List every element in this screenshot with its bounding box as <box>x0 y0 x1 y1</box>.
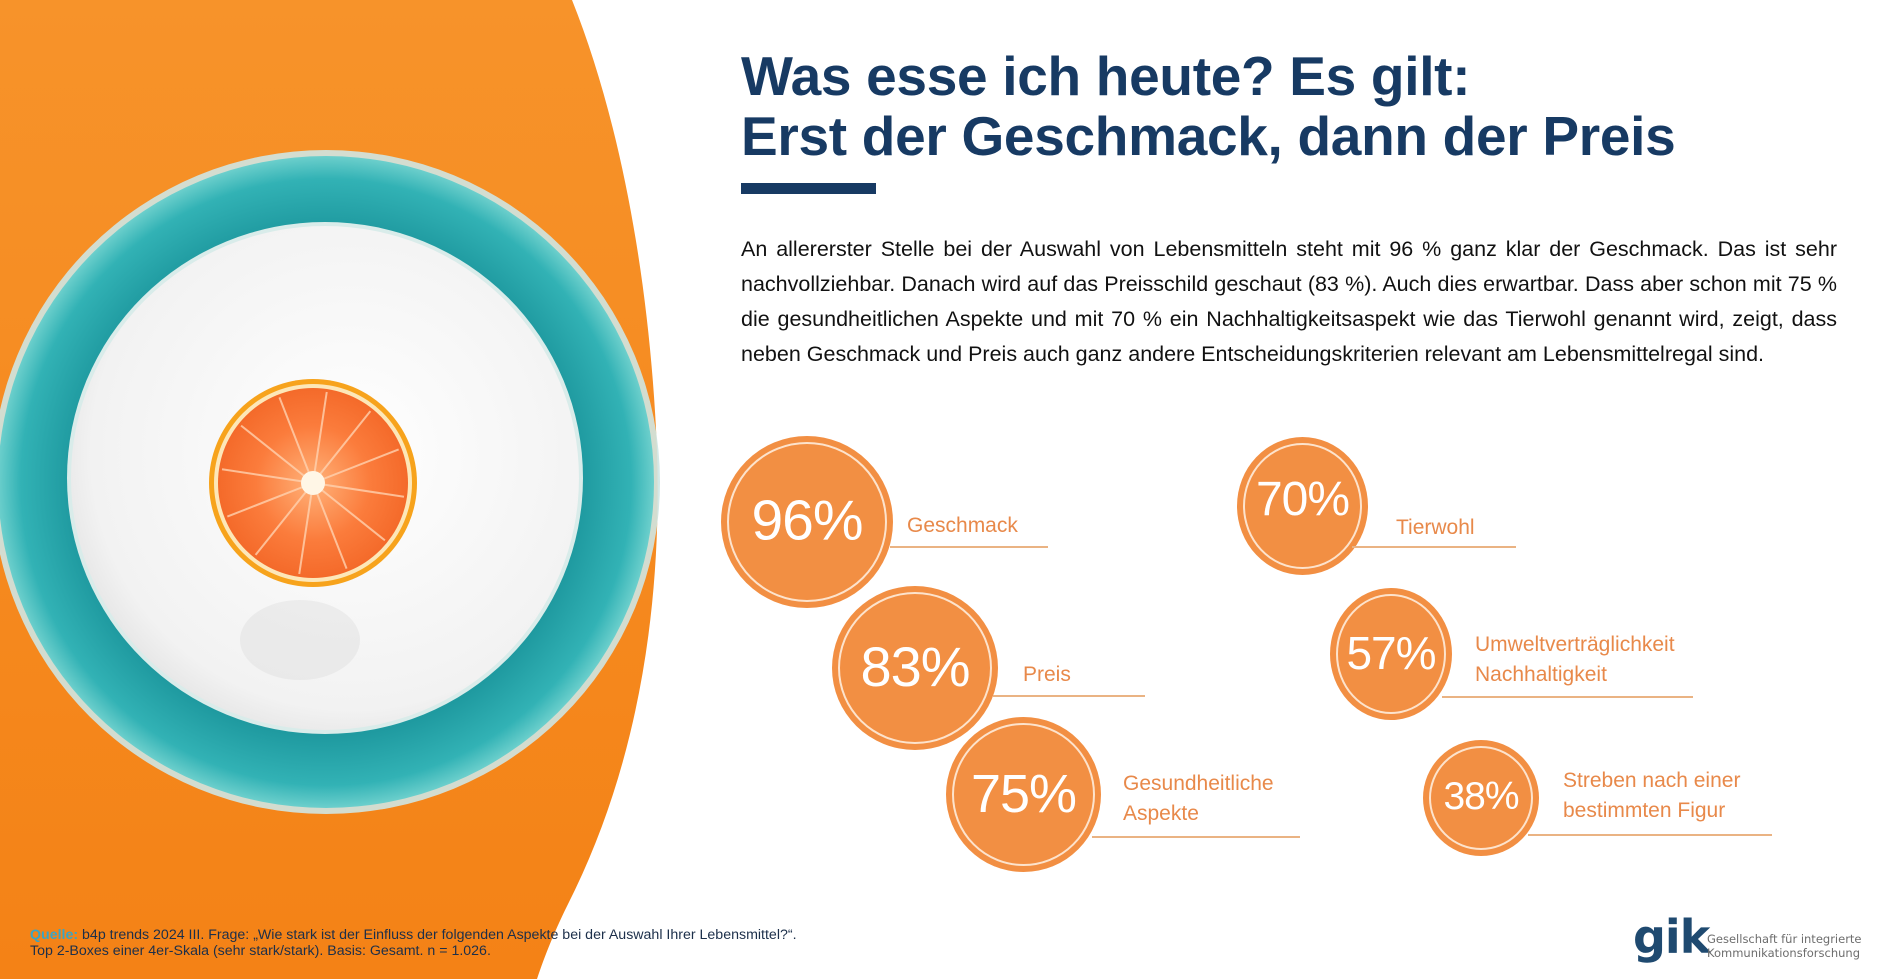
orange-segment-line <box>312 482 348 570</box>
stat-label-figur: Streben nach einer bestimmten Figur <box>1563 766 1740 826</box>
intro-paragraph: An allererster Stelle bei der Auswahl vo… <box>741 237 1837 366</box>
stat-circle-umwelt: 57% <box>1330 588 1452 720</box>
stat-label-line: Streben nach einer <box>1563 769 1741 792</box>
stat-circle-gesundheit: 75% <box>946 717 1101 872</box>
stat-circle-geschmack: 96% <box>721 436 893 608</box>
orange-segment-line <box>312 448 400 484</box>
stat-underline <box>1092 836 1300 838</box>
stat-value: 38% <box>1443 775 1519 819</box>
stat-value: 96% <box>751 488 863 553</box>
source-label: Quelle: <box>30 927 79 943</box>
logo-tagline-line-2: Kommunikationsforschung <box>1707 946 1860 960</box>
logo-mark: gik <box>1633 910 1710 964</box>
stat-circle-preis: 83% <box>832 586 998 750</box>
stat-label-geschmack: Geschmack <box>907 511 1018 541</box>
orange-segment-line <box>312 391 328 484</box>
stat-value: 57% <box>1346 626 1436 679</box>
stat-label-gesundheit: Gesundheitliche Aspekte <box>1123 769 1274 829</box>
title-underline-bar <box>741 183 876 194</box>
title-line-2: Erst der Geschmack, dann der Preis <box>741 105 1676 167</box>
logo-tagline-line-1: Gesellschaft für integrierte <box>1707 932 1862 946</box>
stat-label-umwelt: Umweltverträglichkeit Nachhaltigkeit <box>1475 630 1675 690</box>
orange-segment-line <box>226 482 314 518</box>
stat-label-line: bestimmten Figur <box>1563 799 1726 822</box>
source-line-2: Top 2-Boxes einer 4er-Skala (sehr stark/… <box>30 943 491 959</box>
stat-underline <box>1528 834 1772 836</box>
stat-label-line: Tierwohl <box>1396 516 1475 539</box>
orange-segment-line <box>221 468 314 484</box>
stat-circle-figur: 38% <box>1423 740 1539 856</box>
orange-segment-line <box>298 482 314 575</box>
page-title: Was esse ich heute? Es gilt: Erst der Ge… <box>741 45 1676 167</box>
orange-segment-line <box>312 482 386 542</box>
orange-segment-line <box>312 482 405 498</box>
stat-underline <box>1352 546 1516 548</box>
stat-label-line: Umweltverträglichkeit <box>1475 633 1675 656</box>
stat-label-preis: Preis <box>1023 660 1071 690</box>
stat-label-tierwohl: Tierwohl <box>1396 513 1475 543</box>
source-note: Quelle: b4p trends 2024 III. Frage: „Wie… <box>30 927 797 959</box>
stat-label-line: Aspekte <box>1123 802 1199 825</box>
stat-circle-tierwohl: 70% <box>1237 437 1368 575</box>
title-line-1: Was esse ich heute? Es gilt: <box>741 45 1471 107</box>
stat-label-line: Geschmack <box>907 514 1018 537</box>
logo-tagline: Gesellschaft für integrierte Kommunikati… <box>1707 932 1862 960</box>
orange-slice-icon <box>209 379 417 587</box>
orange-segment-line <box>240 424 314 484</box>
stat-underline <box>993 695 1145 697</box>
orange-segment-line <box>278 396 314 484</box>
orange-segment-line <box>254 482 314 556</box>
stat-value: 75% <box>970 763 1077 824</box>
orange-segment-line <box>312 410 372 484</box>
stat-label-line: Preis <box>1023 663 1071 686</box>
stat-underline <box>1442 696 1693 698</box>
stat-value: 70% <box>1255 472 1350 526</box>
stat-underline <box>890 546 1048 548</box>
stat-label-line: Gesundheitliche <box>1123 772 1274 795</box>
source-text-1: b4p trends 2024 III. Frage: „Wie stark i… <box>82 927 797 943</box>
stat-label-line: Nachhaltigkeit <box>1475 663 1607 686</box>
source-line-1: Quelle: b4p trends 2024 III. Frage: „Wie… <box>30 927 797 943</box>
stat-value: 83% <box>860 635 970 699</box>
